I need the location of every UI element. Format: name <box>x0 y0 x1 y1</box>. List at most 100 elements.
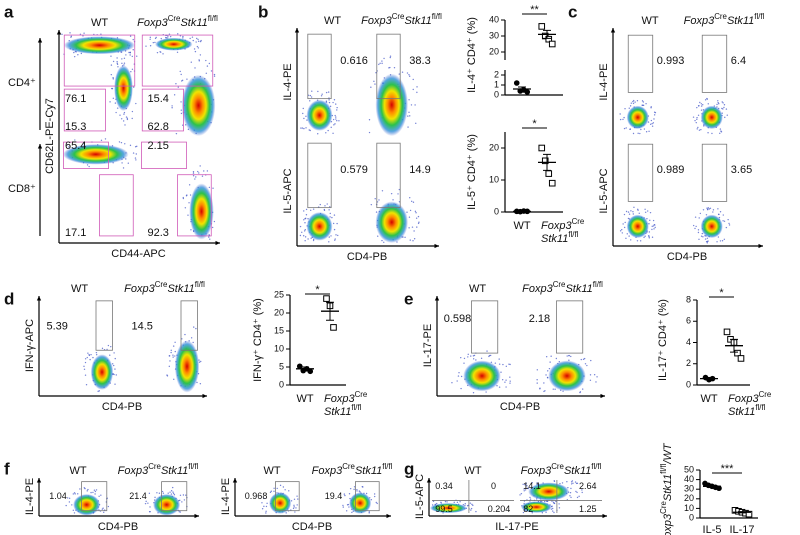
event-dot <box>197 38 199 41</box>
significance: * <box>532 118 537 130</box>
text-part: Stk11 <box>404 15 431 27</box>
event-dot <box>261 502 263 504</box>
gate-percentage: 38.3 <box>409 55 430 67</box>
event-dot <box>695 121 697 124</box>
event-dot <box>83 368 86 370</box>
event-dot <box>697 114 700 116</box>
event-dot <box>584 363 587 365</box>
event-dot <box>176 51 179 54</box>
column-header: WT <box>69 465 86 477</box>
event-dot <box>570 355 572 358</box>
event-dot <box>413 230 415 232</box>
gate <box>307 142 332 209</box>
event-dot <box>376 201 379 203</box>
event-dot <box>342 504 344 507</box>
event-dot <box>303 230 306 232</box>
density-cluster <box>155 37 193 51</box>
event-dot <box>123 113 125 115</box>
event-dot <box>167 492 169 494</box>
event-dot <box>83 143 85 145</box>
density-cluster <box>528 482 570 501</box>
event-dot <box>505 386 507 388</box>
event-dot <box>589 374 592 376</box>
event-dot <box>343 493 346 495</box>
event-dot <box>504 381 506 383</box>
event-dot <box>470 507 473 510</box>
event-dot <box>416 226 418 228</box>
event-dot <box>383 241 385 243</box>
event-dot <box>132 152 135 154</box>
event-dot <box>409 115 411 117</box>
axis-arrow <box>194 513 199 519</box>
event-dot <box>98 495 100 498</box>
event-dot <box>66 144 69 146</box>
y-tick-label: 8 <box>686 294 691 304</box>
error-bar <box>301 366 309 372</box>
density-cluster <box>429 503 467 513</box>
event-dot <box>498 363 501 365</box>
event-dot <box>381 239 383 242</box>
event-dot <box>643 128 646 130</box>
event-dot <box>706 240 708 243</box>
event-dot <box>415 217 418 219</box>
event-dot <box>132 38 134 41</box>
event-dot <box>346 504 349 506</box>
event-dot <box>263 497 265 500</box>
event-dot <box>198 59 200 61</box>
event-dot <box>309 94 312 97</box>
event-dot <box>124 143 126 145</box>
text-part: Cre <box>355 390 368 399</box>
gate <box>141 34 214 87</box>
event-dot <box>409 239 411 241</box>
event-dot <box>722 214 724 216</box>
event-dot <box>401 71 404 73</box>
event-dot <box>311 90 313 92</box>
data-point <box>538 23 546 30</box>
gate <box>63 34 136 87</box>
event-dot <box>290 500 293 502</box>
event-dot <box>112 60 115 63</box>
event-dot <box>555 500 557 503</box>
event-dot <box>181 501 183 503</box>
event-dot <box>480 357 483 360</box>
event-dot <box>536 382 538 384</box>
density-cluster <box>174 340 200 393</box>
event-dot <box>174 355 176 357</box>
event-dot <box>697 231 700 234</box>
density-cluster <box>375 201 408 243</box>
event-dot <box>86 164 89 166</box>
significance: * <box>315 284 320 296</box>
event-dot <box>489 354 492 357</box>
axis-arrow <box>36 296 42 301</box>
event-dot <box>353 486 356 488</box>
event-dot <box>637 209 639 211</box>
event-dot <box>334 239 336 241</box>
event-dot <box>329 212 331 215</box>
event-dot <box>160 37 162 40</box>
event-dot <box>301 231 303 233</box>
event-dot <box>94 493 96 495</box>
event-dot <box>519 494 521 496</box>
gate-percentage: 2.64 <box>579 481 597 491</box>
gate <box>180 300 198 351</box>
event-dot <box>189 194 192 196</box>
event-dot <box>86 356 88 359</box>
event-dot <box>644 211 647 213</box>
event-dot <box>124 124 126 126</box>
data-point <box>323 295 330 302</box>
event-dot <box>376 502 378 505</box>
event-dot <box>561 482 564 484</box>
event-dot <box>304 218 306 220</box>
event-dot <box>192 171 195 173</box>
event-dot <box>319 203 321 206</box>
x-axis-label: CD4-PB <box>347 251 387 263</box>
event-dot <box>182 37 184 39</box>
event-dot <box>73 512 76 514</box>
event-dot <box>121 62 123 65</box>
data-point <box>548 179 556 187</box>
event-dot <box>211 226 214 229</box>
event-dot <box>548 367 551 370</box>
event-dot <box>619 113 621 115</box>
event-dot <box>500 371 502 373</box>
text-part: fl/fl <box>195 280 205 289</box>
